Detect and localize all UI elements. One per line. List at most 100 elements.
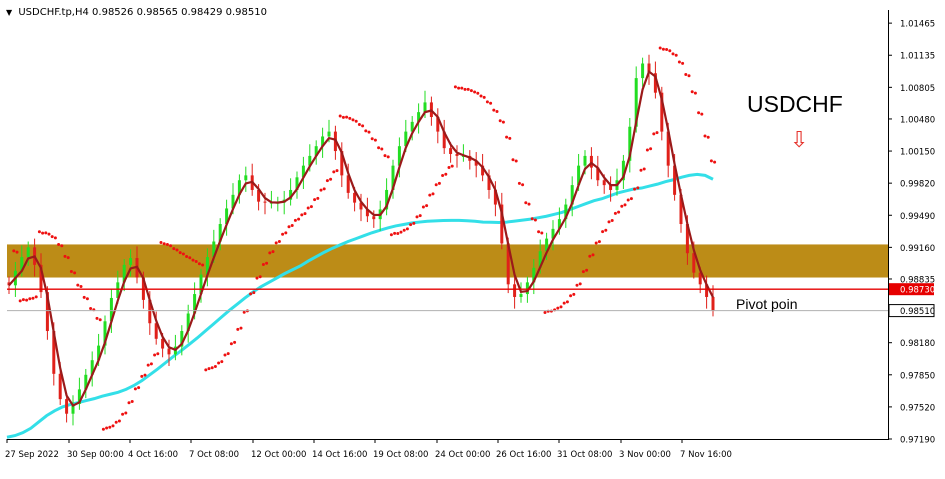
time-tick-label: 24 Oct 00:00 bbox=[435, 450, 490, 460]
sar-dot bbox=[693, 91, 697, 95]
sar-dot bbox=[380, 147, 384, 151]
sar-dot bbox=[255, 276, 259, 280]
candle bbox=[39, 253, 43, 298]
candle bbox=[596, 155, 600, 187]
sar-dot bbox=[242, 310, 246, 314]
candle-body bbox=[180, 331, 184, 347]
sar-dot bbox=[76, 283, 80, 287]
sar-dot bbox=[357, 123, 361, 127]
sar-dot bbox=[412, 221, 416, 225]
sar-dot bbox=[687, 74, 691, 78]
pivot-label: Pivot poin bbox=[736, 296, 798, 312]
price-tick-label: 0.99490 bbox=[900, 212, 935, 222]
candle-body bbox=[122, 264, 126, 283]
sar-dot bbox=[341, 115, 345, 119]
candle-body bbox=[39, 264, 43, 293]
sar-dot bbox=[332, 170, 336, 174]
sar-dot bbox=[537, 230, 541, 234]
candle-body bbox=[474, 160, 478, 166]
sar-dot bbox=[146, 363, 150, 367]
sar-dot bbox=[386, 155, 390, 159]
candle-body bbox=[205, 257, 209, 275]
sar-dot bbox=[389, 233, 393, 237]
sar-dot bbox=[645, 148, 649, 152]
candle-body bbox=[705, 284, 709, 297]
sar-dot bbox=[37, 230, 41, 234]
candle bbox=[474, 152, 478, 178]
sar-dot bbox=[700, 112, 704, 116]
candle bbox=[455, 145, 459, 168]
sar-dot bbox=[191, 258, 195, 262]
price-tick-label: 0.98730 bbox=[900, 286, 935, 296]
sar-dot bbox=[562, 301, 566, 305]
candle-body bbox=[564, 204, 568, 220]
candle-body bbox=[109, 297, 113, 322]
candle bbox=[628, 117, 632, 173]
sar-dot bbox=[85, 297, 89, 301]
sar-dot bbox=[636, 186, 640, 190]
time-tick-label: 12 Oct 00:00 bbox=[251, 450, 306, 460]
sar-dot bbox=[588, 254, 592, 258]
sar-dot bbox=[143, 373, 147, 377]
sar-dot bbox=[533, 218, 537, 222]
candle-body bbox=[154, 323, 158, 339]
candle-body bbox=[596, 167, 600, 181]
sar-dot bbox=[124, 411, 128, 415]
sar-dot bbox=[665, 47, 669, 51]
candle-body bbox=[487, 175, 491, 190]
sar-dot bbox=[681, 61, 685, 65]
sar-dot bbox=[105, 426, 109, 430]
sar-dot bbox=[623, 203, 627, 207]
sar-dot bbox=[181, 252, 185, 256]
candle-body bbox=[52, 331, 56, 374]
sar-dot bbox=[213, 364, 217, 368]
sar-dot bbox=[495, 109, 499, 113]
sar-dot bbox=[543, 311, 547, 315]
price-axis: 1.01465 1.01135 1.00805 1.00480 1.00150 0.998… bbox=[888, 20, 935, 446]
candle bbox=[545, 232, 549, 261]
sar-dot bbox=[57, 242, 61, 246]
candle-body bbox=[116, 282, 120, 298]
sar-dot bbox=[12, 249, 16, 253]
slow-ma-layer bbox=[6, 172, 714, 439]
sar-dot bbox=[188, 256, 192, 260]
sar-dot bbox=[396, 231, 400, 235]
sar-dot bbox=[511, 158, 515, 162]
candle-body bbox=[532, 267, 536, 283]
sar-dot bbox=[361, 124, 365, 128]
candle bbox=[609, 176, 613, 202]
candle bbox=[301, 156, 305, 189]
sar-dot bbox=[473, 90, 477, 94]
sar-dot bbox=[130, 399, 134, 403]
candle-body bbox=[65, 399, 69, 414]
time-tick-label: 30 Sep 00:00 bbox=[67, 450, 124, 460]
candle bbox=[493, 181, 497, 217]
sar-dot bbox=[402, 228, 406, 232]
sar-dot bbox=[677, 60, 681, 64]
symbol-ohlc-text: USDCHF.tp,H4 0.98526 0.98565 0.98429 0.9… bbox=[18, 7, 267, 18]
candle bbox=[513, 275, 517, 309]
candle bbox=[436, 108, 440, 144]
sar-dot bbox=[79, 284, 83, 288]
sar-dot bbox=[18, 299, 22, 303]
candle-body bbox=[289, 189, 293, 200]
sar-dot bbox=[108, 425, 112, 429]
candle bbox=[410, 116, 414, 141]
candle bbox=[647, 54, 651, 85]
candle-body bbox=[359, 202, 363, 210]
sar-dot bbox=[127, 401, 131, 405]
candle-body bbox=[308, 155, 312, 166]
candle-body bbox=[653, 73, 657, 93]
sar-dot bbox=[437, 181, 441, 185]
candle-body bbox=[397, 146, 401, 166]
candle-body bbox=[519, 294, 523, 297]
sar-dot bbox=[591, 253, 595, 257]
candle bbox=[180, 325, 184, 356]
sar-dot bbox=[370, 137, 374, 141]
candle-body bbox=[148, 299, 152, 324]
sar-dot bbox=[236, 327, 240, 331]
candle-body bbox=[391, 165, 395, 190]
fast-ma-line bbox=[8, 69, 714, 408]
candle-body bbox=[263, 201, 267, 203]
price-tick-label: 0.97850 bbox=[900, 371, 935, 381]
